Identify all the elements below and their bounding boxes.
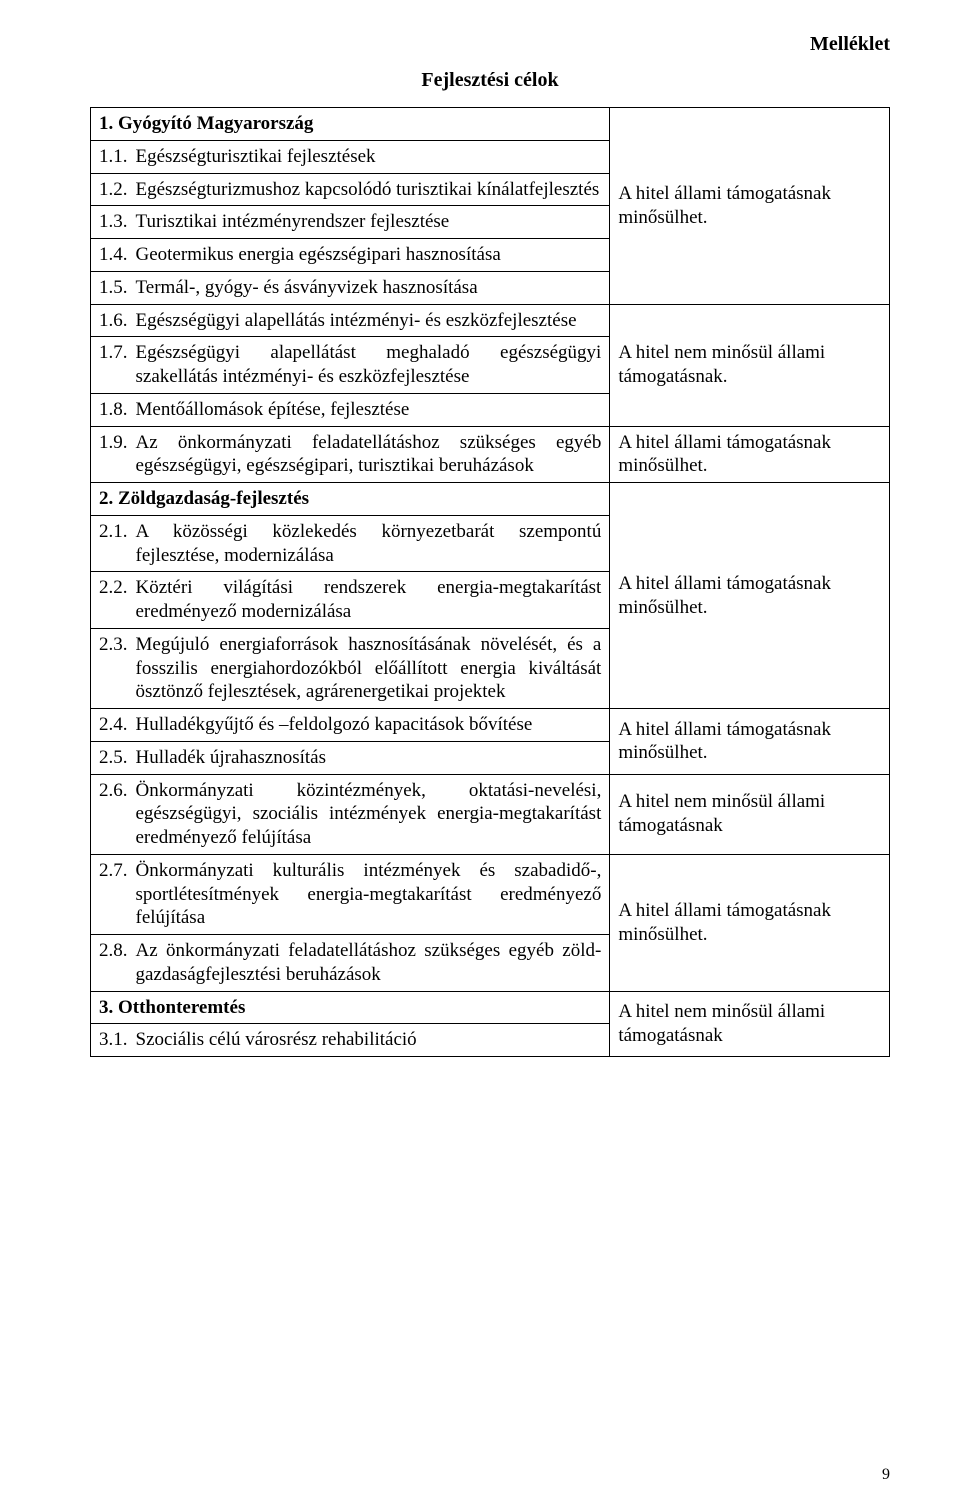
text-1-1: Egészségturisztikai fejlesztések: [136, 145, 602, 169]
cell-2-6: 2.6. Önkormányzati közintézmények, oktat…: [91, 774, 610, 854]
cell-1-2: 1.2. Egészségturizmushoz kapcsolódó turi…: [91, 173, 610, 206]
section-1-status-b: A hitel nem minősül állami támogatásnak.: [610, 304, 890, 426]
cell-2-4: 2.4. Hulladékgyűjtő és –feldolgozó kapac…: [91, 709, 610, 742]
num-1-1: 1.1.: [99, 145, 128, 169]
row-2-6: 2.6. Önkormányzati közintézmények, oktat…: [91, 774, 890, 854]
num-2-5: 2.5.: [99, 746, 128, 770]
section-2-header: 2. Zöldgazdaság-fejlesztés A hitel állam…: [91, 483, 890, 516]
text-1-2: Egészségturizmushoz kapcsolódó turisztik…: [136, 178, 602, 202]
section-1-status-c: A hitel állami támogatásnak minősülhet.: [610, 426, 890, 483]
section-2-status-c: A hitel nem minősül állami támogatásnak: [610, 774, 890, 854]
text-2-5: Hulladék újrahasznosítás: [136, 746, 602, 770]
cell-1-5: 1.5. Termál-, gyógy- és ásványvizek hasz…: [91, 271, 610, 304]
cell-2-8: 2.8. Az önkormányzati feladatellátáshoz …: [91, 935, 610, 992]
cell-3-1: 3.1. Szociális célú városrész rehabilitá…: [91, 1024, 610, 1057]
row-1-9: 1.9. Az önkormányzati feladatellátáshoz …: [91, 426, 890, 483]
text-1-8: Mentőállomások építése, fejlesztése: [136, 398, 602, 422]
cell-2-2: 2.2. Köztéri világítási rendszerek energ…: [91, 572, 610, 629]
text-2-7: Önkormányzati kulturális intézmények és …: [136, 859, 602, 930]
row-2-7: 2.7. Önkormányzati kulturális intézménye…: [91, 854, 890, 934]
num-2-6: 2.6.: [99, 779, 128, 850]
num-2-2: 2.2.: [99, 576, 128, 624]
text-2-1: A közösségi közlekedés környezetbarát sz…: [136, 520, 602, 568]
text-1-3: Turisztikai intézményrendszer fejlesztés…: [136, 210, 602, 234]
section-2-title-cell: 2. Zöldgazdaság-fejlesztés: [91, 483, 610, 516]
text-1-9: Az önkormányzati feladatellátáshoz szüks…: [136, 431, 602, 479]
num-1-7: 1.7.: [99, 341, 128, 389]
text-1-7: Egészségügyi alapellátást meghaladó egés…: [136, 341, 602, 389]
cell-2-1: 2.1. A közösségi közlekedés környezetbar…: [91, 515, 610, 572]
section-3-status-a: A hitel nem minősül állami támogatásnak: [610, 991, 890, 1057]
text-2-8: Az önkormányzati feladatellátáshoz szüks…: [136, 939, 602, 987]
page-title: Fejlesztési célok: [90, 68, 890, 93]
text-2-6: Önkormányzati közintézmények, oktatási-n…: [136, 779, 602, 850]
num-1-5: 1.5.: [99, 276, 128, 300]
section-1-header: 1. Gyógyító Magyarország A hitel állami …: [91, 108, 890, 141]
page: Melléklet Fejlesztési célok 1. Gyógyító …: [0, 0, 960, 1503]
section-2-status-a: A hitel állami támogatásnak minősülhet.: [610, 483, 890, 709]
cell-2-3: 2.3. Megújuló energiaforrások hasznosítá…: [91, 628, 610, 708]
num-2-4: 2.4.: [99, 713, 128, 737]
text-3-1: Szociális célú városrész rehabilitáció: [136, 1028, 602, 1052]
num-2-3: 2.3.: [99, 633, 128, 704]
cell-1-4: 1.4. Geotermikus energia egészségipari h…: [91, 239, 610, 272]
num-3-1: 3.1.: [99, 1028, 128, 1052]
num-1-2: 1.2.: [99, 178, 128, 202]
cell-1-1: 1.1. Egészségturisztikai fejlesztések: [91, 140, 610, 173]
num-1-9: 1.9.: [99, 431, 128, 479]
section-2-status-d: A hitel állami támogatásnak minősülhet.: [610, 854, 890, 991]
cell-2-7: 2.7. Önkormányzati kulturális intézménye…: [91, 854, 610, 934]
corner-label: Melléklet: [810, 32, 890, 57]
num-1-6: 1.6.: [99, 309, 128, 333]
cell-1-3: 1.3. Turisztikai intézményrendszer fejle…: [91, 206, 610, 239]
section-1-title-cell: 1. Gyógyító Magyarország: [91, 108, 610, 141]
row-2-4: 2.4. Hulladékgyűjtő és –feldolgozó kapac…: [91, 709, 890, 742]
row-1-6: 1.6. Egészségügyi alapellátás intézményi…: [91, 304, 890, 337]
page-number: 9: [882, 1465, 890, 1485]
cell-1-8: 1.8. Mentőállomások építése, fejlesztése: [91, 393, 610, 426]
num-1-8: 1.8.: [99, 398, 128, 422]
text-2-3: Megújuló energiaforrások hasznosításának…: [136, 633, 602, 704]
goals-table: 1. Gyógyító Magyarország A hitel állami …: [90, 107, 890, 1057]
num-2-7: 2.7.: [99, 859, 128, 930]
text-1-6: Egészségügyi alapellátás intézményi- és …: [136, 309, 602, 333]
num-2-1: 2.1.: [99, 520, 128, 568]
section-3-header: 3. Otthonteremtés A hitel nem minősül ál…: [91, 991, 890, 1024]
num-1-4: 1.4.: [99, 243, 128, 267]
cell-1-9: 1.9. Az önkormányzati feladatellátáshoz …: [91, 426, 610, 483]
section-1-status-a: A hitel állami támogatásnak minősülhet.: [610, 108, 890, 305]
text-2-2: Köztéri világítási rendszerek energia-me…: [136, 576, 602, 624]
cell-2-5: 2.5. Hulladék újrahasznosítás: [91, 741, 610, 774]
cell-1-6: 1.6. Egészségügyi alapellátás intézményi…: [91, 304, 610, 337]
section-3-title-cell: 3. Otthonteremtés: [91, 991, 610, 1024]
text-1-5: Termál-, gyógy- és ásványvizek hasznosít…: [136, 276, 602, 300]
text-2-4: Hulladékgyűjtő és –feldolgozó kapacitáso…: [136, 713, 602, 737]
num-2-8: 2.8.: [99, 939, 128, 987]
text-1-4: Geotermikus energia egészségipari haszno…: [136, 243, 602, 267]
num-1-3: 1.3.: [99, 210, 128, 234]
section-2-status-b: A hitel állami támogatásnak minősülhet.: [610, 709, 890, 775]
cell-1-7: 1.7. Egészségügyi alapellátást meghaladó…: [91, 337, 610, 394]
